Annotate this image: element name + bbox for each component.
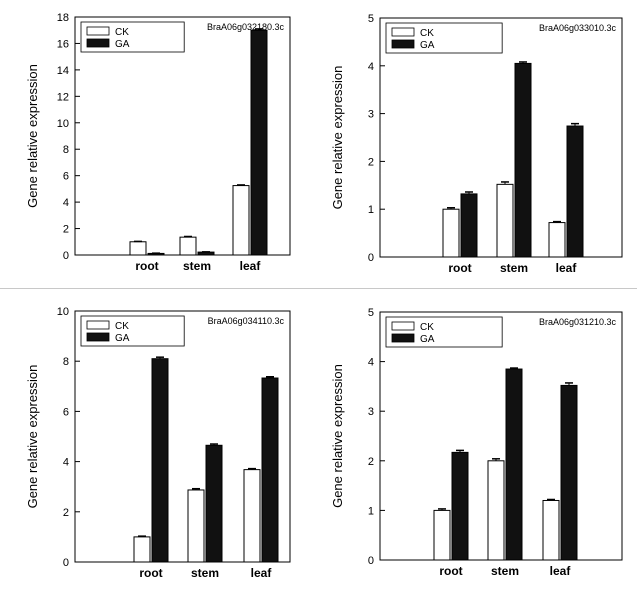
bar-ck-leaf [548,222,566,258]
legend-swatch-ck [391,27,415,37]
y-tick-label: 0 [368,555,374,567]
x-tick-label: leaf [550,564,572,578]
y-axis-label: Gene relative expression [25,365,40,509]
legend-label-ga: GA [115,39,130,50]
y-tick-label: 10 [57,306,69,318]
y-axis-label: Gene relative expression [330,364,345,508]
y-tick-label: 16 [57,38,69,50]
legend-swatch-ga [86,38,110,48]
bar-ck-leaf [232,185,250,256]
legend-swatch-ga [86,332,110,342]
chart-title: BraA06g031210.3c [539,317,617,327]
x-tick-label: stem [491,564,519,578]
bar-ck-root [129,241,147,256]
plot-frame [74,310,291,563]
legend-swatch-ga [391,333,415,343]
y-tick-label: 12 [57,91,69,103]
bar-ck-root [133,536,151,563]
x-tick-label: stem [183,259,211,273]
legend-label-ga: GA [420,40,435,51]
y-tick-label: 0 [63,250,69,262]
y-tick-label: 14 [57,65,69,77]
y-axis-label: Gene relative expression [330,66,345,210]
bar-ga-leaf [250,29,268,256]
chart-title: BraA06g034110.3c [208,316,285,326]
y-tick-label: 8 [63,356,69,368]
chart-panel-3: 0 2 4 6 8 10 Gene relative expression BraA06g03… [25,306,291,580]
bar-ck-root [433,509,451,561]
bar-ck-root [442,208,460,258]
bar-ck-stem [187,489,205,563]
legend-label-ck: CK [115,27,129,38]
y-tick-label: 4 [63,457,69,469]
legend-box [80,21,185,53]
legend-swatch-ga [391,39,415,49]
y-tick-label: 2 [63,224,69,236]
y-tick-label: 4 [63,197,69,209]
y-tick-label: 1 [368,505,374,517]
bar-ga-root [460,193,478,258]
legend-swatch-ck [391,321,415,331]
x-tick-label: root [139,566,162,580]
y-tick-label: 3 [368,109,374,121]
panel-separator [0,288,637,289]
y-tick-label: 8 [63,144,69,156]
chart-panel-1: 0 2 4 6 8 10 12 14 16 18 Gene relative expression B… [25,12,291,273]
legend-label-ck: CK [115,321,129,332]
y-tick-label: 18 [57,12,69,24]
bar-ga-stem [514,62,532,258]
bar-ga-leaf [261,377,279,563]
y-tick-label: 6 [63,171,69,183]
legend-box [385,316,503,348]
chart-title: BraA06g033010.3c [539,23,617,33]
x-tick-label: leaf [240,259,262,273]
bar-ck-leaf [542,499,560,561]
y-tick-label: 2 [368,156,374,168]
bar-ck-stem [179,236,197,256]
chart-panel-4: 0 1 2 3 4 5 Gene relative expression BraA06g031… [330,307,623,578]
legend-box [385,22,503,54]
y-tick-label: 0 [368,252,374,264]
chart-panel-2: 0 1 2 3 4 5 Gene relative expression BraA06g033… [330,13,623,275]
legend-label-ck: CK [420,28,434,39]
bar-ck-leaf [243,469,261,563]
bar-ga-leaf [560,384,578,561]
legend-label-ga: GA [115,333,130,344]
bar-ck-stem [487,460,505,561]
y-tick-label: 5 [368,13,374,25]
bar-ga-stem [505,368,523,561]
legend-label-ga: GA [420,334,435,345]
x-tick-label: leaf [251,566,273,580]
chart-title: BraA06g032180.3c [207,22,285,32]
y-tick-label: 5 [368,307,374,319]
y-tick-label: 2 [63,507,69,519]
x-tick-label: stem [500,261,528,275]
legend-label-ck: CK [420,322,434,333]
legend-box [80,315,185,347]
y-axis-label: Gene relative expression [25,64,40,208]
bar-ga-stem [205,444,223,563]
y-tick-label: 10 [57,118,69,130]
y-tick-label: 1 [368,204,374,216]
y-tick-label: 4 [368,357,374,369]
y-tick-label: 6 [63,406,69,418]
y-tick-label: 2 [368,456,374,468]
x-tick-label: root [135,259,158,273]
y-tick-label: 4 [368,61,374,73]
y-tick-label: 3 [368,406,374,418]
bar-ga-root [151,358,169,563]
x-tick-label: root [448,261,471,275]
y-tick-label: 0 [63,557,69,569]
legend-swatch-ck [86,26,110,36]
x-tick-label: stem [191,566,219,580]
legend-swatch-ck [86,320,110,330]
bar-ga-root [451,451,469,561]
bar-ga-leaf [566,125,584,258]
x-tick-label: leaf [556,261,578,275]
bar-ck-stem [496,183,514,258]
x-tick-label: root [439,564,462,578]
